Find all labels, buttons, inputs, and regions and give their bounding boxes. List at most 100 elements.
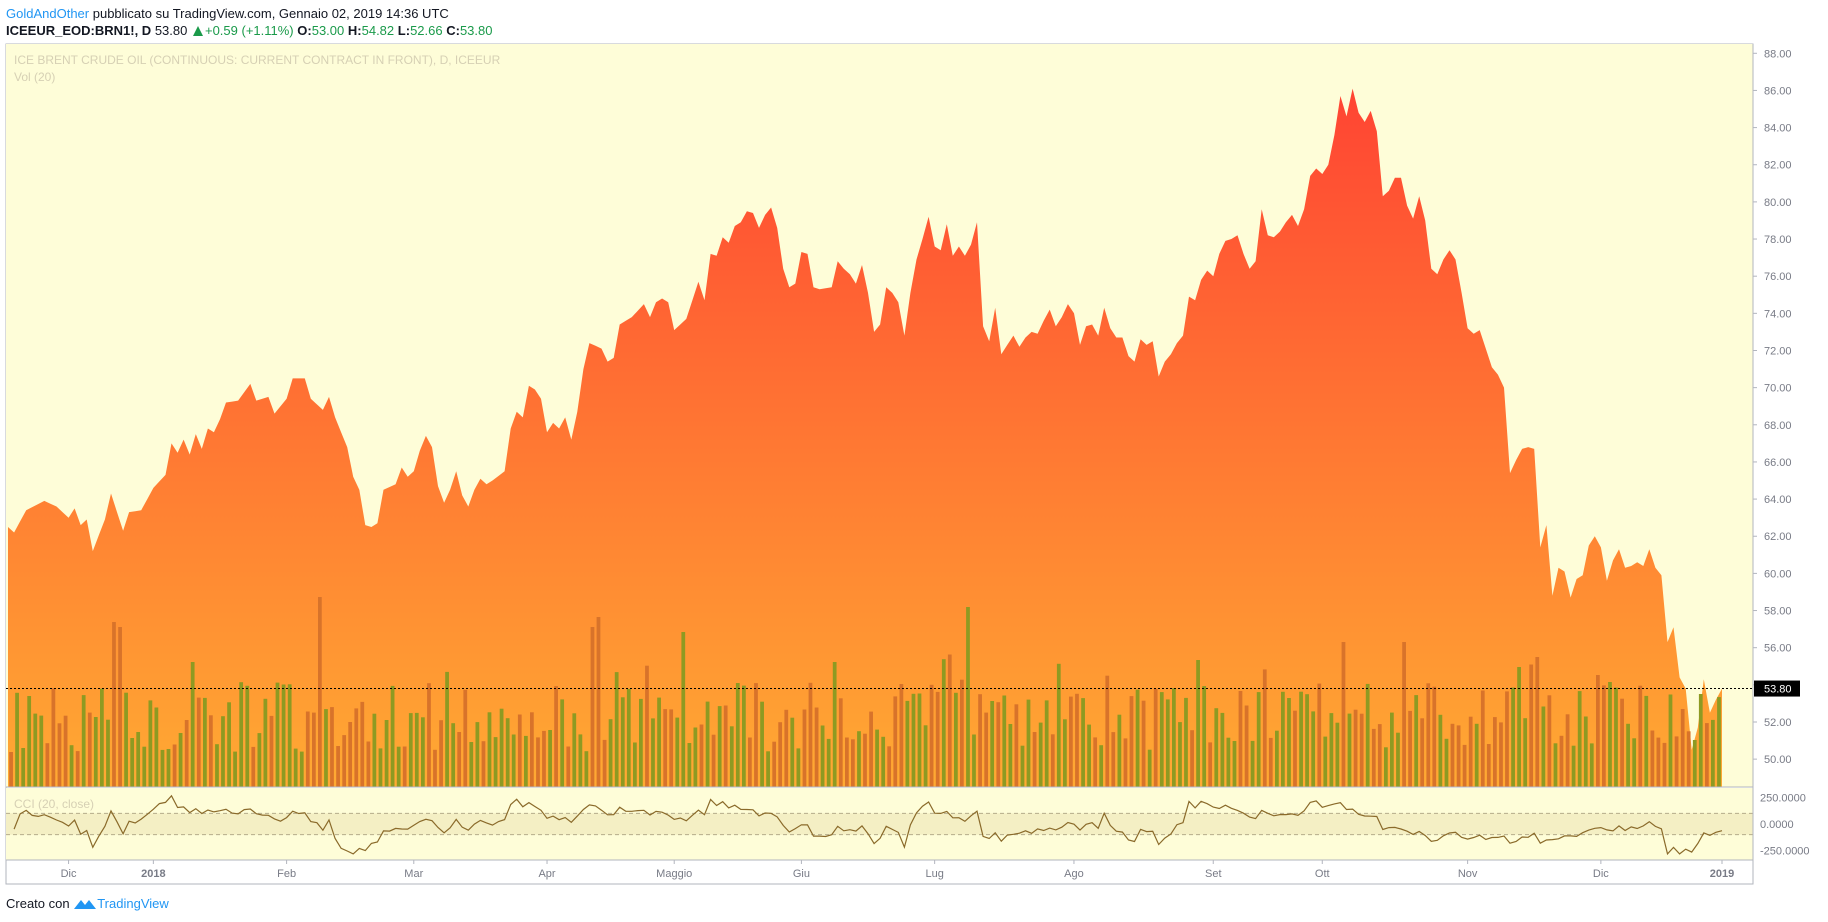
volume-bar xyxy=(1456,725,1461,787)
volume-bar xyxy=(699,724,704,787)
volume-bar xyxy=(1620,698,1624,787)
volume-bar xyxy=(1087,724,1091,787)
volume-bar xyxy=(299,751,304,787)
volume-bar xyxy=(118,627,122,787)
volume-bar xyxy=(881,736,886,787)
volume-bar xyxy=(899,684,904,787)
volume-bar xyxy=(427,683,431,787)
close-value: 53.80 xyxy=(459,23,493,38)
volume-bar xyxy=(433,749,437,787)
volume-bar xyxy=(1468,716,1473,787)
volume-bar xyxy=(209,715,213,787)
volume-bar xyxy=(1511,687,1515,787)
price-tick-label: 50.00 xyxy=(1764,754,1792,766)
volume-bar xyxy=(1014,704,1019,787)
volume-bar xyxy=(15,692,19,787)
volume-bar xyxy=(1105,675,1110,787)
volume-bar xyxy=(1050,734,1055,787)
volume-bar xyxy=(960,679,964,787)
volume-bar xyxy=(578,734,583,787)
volume-bar xyxy=(542,730,546,787)
volume-bar xyxy=(421,717,425,787)
volume-bar xyxy=(1559,735,1564,787)
volume-bar xyxy=(1002,695,1007,787)
volume-bar xyxy=(560,699,565,787)
low-label: L: xyxy=(397,23,411,38)
volume-bar xyxy=(729,726,734,787)
price-axis[interactable]: 50.0052.0054.0056.0058.0060.0062.0064.00… xyxy=(1753,48,1792,766)
volume-bar xyxy=(312,712,316,787)
volume-bar xyxy=(408,713,413,787)
volume-bar xyxy=(863,733,867,787)
volume-bar xyxy=(1135,689,1140,787)
tradingview-logo-icon xyxy=(74,900,97,909)
price-tick-label: 78.00 xyxy=(1764,234,1792,246)
volume-bar xyxy=(1608,682,1612,787)
volume-bar xyxy=(1117,714,1122,787)
volume-bar xyxy=(705,701,710,787)
volume-bar xyxy=(1287,698,1291,787)
last-price-marker xyxy=(1754,680,1800,697)
volume-bar xyxy=(190,662,195,787)
volume-bar xyxy=(554,686,558,787)
volume-bar xyxy=(251,746,256,787)
symbol-name[interactable]: ICEEUR_EOD:BRN1!, D xyxy=(6,23,152,38)
price-tick-label: 64.00 xyxy=(1764,494,1792,506)
author-link[interactable]: GoldAndOther xyxy=(6,6,90,21)
price-tick-label: 52.00 xyxy=(1764,717,1792,729)
publish-info: GoldAndOther pubblicato su TradingView.c… xyxy=(6,6,449,21)
volume-bar xyxy=(93,717,98,787)
tradingview-link[interactable]: TradingView xyxy=(97,896,169,911)
volume-bar xyxy=(1256,692,1261,787)
volume-bar xyxy=(1705,723,1709,787)
published-text: pubblicato su TradingView.com, Gennaio 0… xyxy=(92,6,449,21)
cci-axis[interactable]: 250.0000 0.0000 -250.0000 xyxy=(1760,792,1810,857)
volume-bar xyxy=(1311,711,1316,787)
volume-bar xyxy=(324,709,328,787)
volume-bar xyxy=(1589,743,1594,787)
volume-bar xyxy=(439,720,443,787)
volume-bar xyxy=(9,752,13,787)
volume-bar xyxy=(75,751,80,787)
price-tick-label: 76.00 xyxy=(1764,271,1792,283)
volume-bar xyxy=(384,720,389,787)
volume-bar xyxy=(360,701,365,787)
volume-bar xyxy=(935,691,940,787)
volume-bar xyxy=(1081,698,1085,787)
volume-bar xyxy=(1147,749,1152,787)
volume-bar xyxy=(1099,745,1104,787)
volume-bar xyxy=(487,712,492,787)
up-arrow-icon xyxy=(192,26,203,36)
volume-bar xyxy=(511,734,516,787)
last-price-marker-label: 53.80 xyxy=(1764,684,1792,696)
volume-bar xyxy=(1486,744,1491,787)
volume-bar xyxy=(154,707,159,787)
volume-bar xyxy=(1438,714,1443,787)
price-tick-label: 60.00 xyxy=(1764,568,1792,580)
volume-bar xyxy=(1444,738,1449,787)
price-area xyxy=(8,88,1722,788)
volume-bar xyxy=(263,698,268,787)
price-area-layer xyxy=(8,88,1722,788)
volume-bar xyxy=(196,697,201,787)
volume-bar xyxy=(1565,714,1570,787)
price-change: +0.59 (+1.11%) xyxy=(204,23,294,38)
low-value: 52.66 xyxy=(410,23,443,38)
volume-bar xyxy=(172,744,177,787)
volume-bar xyxy=(990,701,995,787)
volume-bar xyxy=(1190,730,1194,787)
volume-bar xyxy=(445,671,449,787)
cci-layer xyxy=(6,794,1753,856)
price-tick-label: 74.00 xyxy=(1764,308,1792,320)
volume-bar xyxy=(1656,737,1661,787)
price-tick-label: 68.00 xyxy=(1764,420,1792,432)
volume-bar xyxy=(81,695,86,787)
volume-bar xyxy=(1626,723,1630,787)
volume-bar xyxy=(1202,686,1207,787)
volume-bar xyxy=(499,708,504,787)
volume-bar xyxy=(1523,718,1528,787)
volume-bar xyxy=(1571,745,1576,787)
time-axis[interactable]: Dic 2018 Feb Mar Apr Maggio Giu Lug Ago Set Ott Nov… xyxy=(61,860,1735,880)
volume-bar xyxy=(184,720,189,787)
